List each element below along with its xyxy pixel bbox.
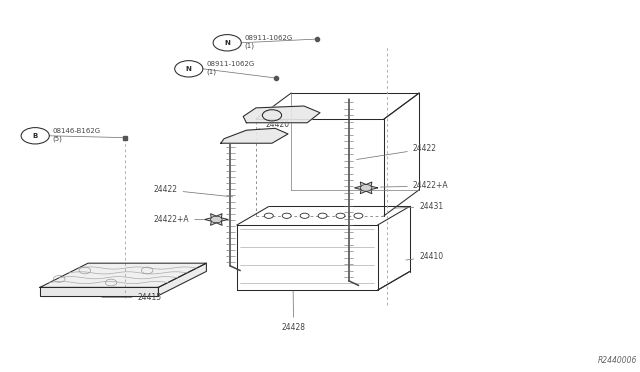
- Polygon shape: [205, 214, 228, 225]
- Text: 24422+A: 24422+A: [154, 215, 218, 224]
- Text: (1): (1): [244, 43, 255, 49]
- Text: 24422: 24422: [356, 144, 437, 160]
- Polygon shape: [40, 263, 206, 287]
- Text: 08911-1062G: 08911-1062G: [244, 35, 292, 41]
- Text: N: N: [224, 40, 230, 46]
- Circle shape: [282, 213, 291, 218]
- Text: 24422: 24422: [154, 185, 233, 197]
- Circle shape: [264, 213, 273, 218]
- Text: (1): (1): [206, 69, 216, 75]
- Text: (5): (5): [52, 136, 62, 142]
- Text: 24415: 24415: [102, 293, 162, 302]
- Circle shape: [318, 213, 327, 218]
- Text: 24428: 24428: [282, 291, 306, 332]
- Text: 08146-B162G: 08146-B162G: [52, 128, 100, 134]
- Polygon shape: [355, 182, 378, 194]
- Polygon shape: [159, 263, 206, 295]
- Polygon shape: [221, 128, 288, 143]
- Circle shape: [300, 213, 309, 218]
- Text: B: B: [33, 133, 38, 139]
- Text: R2440006: R2440006: [597, 356, 637, 365]
- Circle shape: [336, 213, 345, 218]
- Text: 24420: 24420: [239, 120, 290, 133]
- Text: 24431: 24431: [393, 202, 444, 211]
- Text: 08911-1062G: 08911-1062G: [206, 61, 254, 67]
- Circle shape: [354, 213, 363, 218]
- Text: 24410: 24410: [406, 252, 444, 261]
- Text: 24422+A: 24422+A: [380, 182, 449, 190]
- Text: N: N: [186, 66, 192, 72]
- Polygon shape: [40, 287, 159, 295]
- Polygon shape: [243, 106, 320, 123]
